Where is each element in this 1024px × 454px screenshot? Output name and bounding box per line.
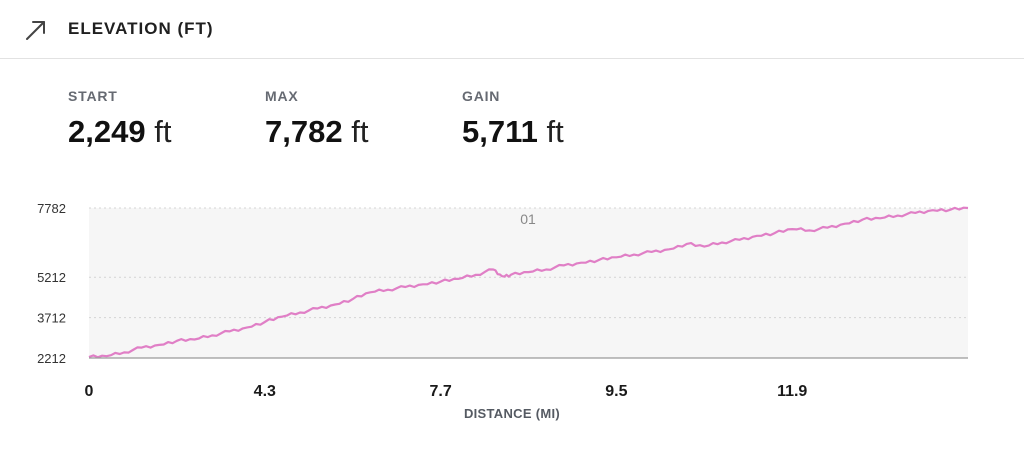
y-tick-label: 5212 [37,270,66,285]
elevation-chart[interactable]: 2212 3712 5212 7782 01 0 4.3 7.7 9.5 11.9 [0,190,1024,404]
x-tick-label: 11.9 [777,383,807,400]
stat-max: MAX 7,782 ft [265,88,368,150]
y-tick-label: 3712 [37,311,66,326]
grid-layer [89,207,968,319]
chart-header: ELEVATION (FT) [0,0,1024,59]
x-tick-label: 0 [85,383,94,400]
y-tick-label: 7782 [37,201,66,216]
stat-gain-number: 5,711 [462,114,538,149]
x-axis: 0 4.3 7.7 9.5 11.9 [85,383,808,400]
stat-start-label: START [68,88,118,104]
chart-title: ELEVATION (FT) [68,19,214,38]
x-tick-label: 9.5 [605,383,627,400]
stat-start-unit: ft [154,114,172,149]
stat-max-label: MAX [265,88,299,104]
y-tick-label: 2212 [37,351,66,366]
stat-max-value: 7,782 ft [265,114,368,150]
series-label: 01 [520,211,536,227]
x-tick-label: 4.3 [254,383,276,400]
arrow-up-right-icon[interactable] [24,18,48,42]
stat-max-unit: ft [351,114,369,149]
stat-max-number: 7,782 [265,114,343,149]
stat-gain-unit: ft [546,114,564,149]
stat-start: START 2,249 ft [68,88,171,150]
series-line [88,206,969,359]
stat-start-value: 2,249 ft [68,114,171,150]
stat-start-number: 2,249 [68,114,146,149]
plot-background [89,208,968,358]
x-tick-label: 7.7 [429,383,451,400]
stat-gain-label: GAIN [462,88,501,104]
stat-gain: GAIN 5,711 ft [462,88,564,150]
y-axis: 2212 3712 5212 7782 [37,201,66,366]
x-axis-title: DISTANCE (MI) [463,406,561,421]
stat-gain-value: 5,711 ft [462,114,564,150]
